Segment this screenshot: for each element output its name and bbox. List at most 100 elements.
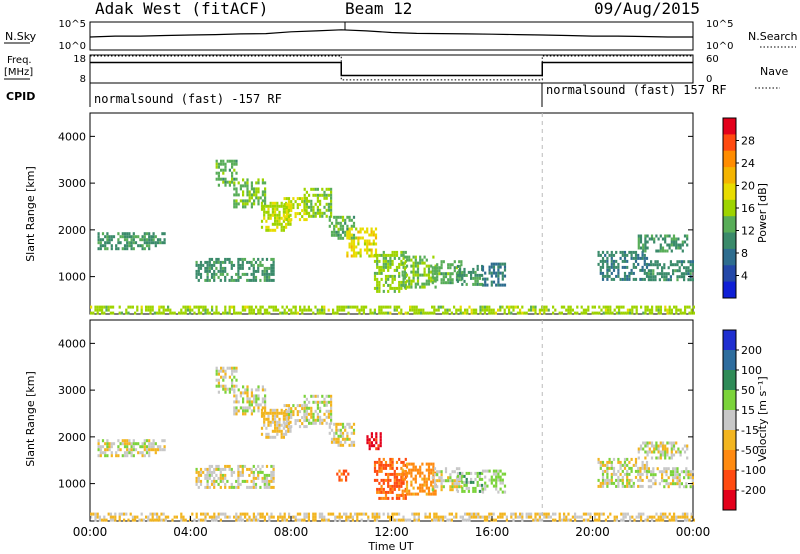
echo-cell — [150, 238, 153, 242]
echo-cell — [382, 256, 385, 260]
echo-cell — [391, 515, 394, 519]
echo-cell — [456, 270, 459, 274]
echo-cell — [497, 478, 500, 482]
echo-cell — [121, 454, 124, 458]
echo-cell — [244, 205, 247, 209]
echo-cell — [363, 230, 367, 234]
echo-cell — [606, 262, 609, 266]
echo-cell — [389, 286, 392, 290]
echo-region — [90, 512, 695, 522]
echo-cell — [221, 479, 225, 483]
echo-cell — [414, 480, 417, 484]
echo-cell — [459, 311, 462, 315]
echo-cell — [514, 515, 517, 519]
echo-cell — [274, 213, 277, 217]
echo-cell — [412, 465, 415, 469]
echo-cell — [147, 518, 150, 522]
echo-cell — [472, 270, 475, 274]
echo-cell — [270, 263, 273, 267]
echo-cell — [147, 305, 150, 309]
echo-cell — [634, 250, 638, 254]
echo-cell — [163, 241, 166, 245]
echo-cell — [99, 451, 102, 455]
echo-cell — [666, 308, 669, 312]
echo-cell — [558, 515, 561, 519]
echo-cell — [621, 478, 624, 482]
echo-cell — [252, 275, 255, 279]
echo-cell — [292, 305, 295, 309]
echo-cell — [316, 412, 319, 416]
echo-cell — [615, 478, 618, 482]
echo-cell — [476, 279, 479, 283]
echo-cell — [282, 417, 285, 421]
echo-cell — [202, 308, 205, 312]
echo-cell — [308, 205, 311, 209]
echo-cell — [148, 244, 151, 248]
echo-cell — [338, 475, 341, 479]
echo-cell — [645, 475, 649, 479]
echo-cell — [580, 515, 583, 519]
echo-cell — [228, 159, 231, 163]
echo-cell — [618, 305, 621, 309]
echo-cell — [401, 261, 404, 265]
echo-cell — [495, 283, 498, 287]
echo-cell — [239, 266, 242, 270]
echo-cell — [378, 268, 381, 272]
echo-cell — [391, 457, 394, 461]
echo-cell — [459, 264, 462, 268]
echo-cell — [657, 456, 660, 460]
echo-cell — [341, 224, 345, 228]
echo-cell — [261, 479, 264, 483]
echo-cell — [323, 418, 326, 422]
echo-cell — [112, 515, 115, 519]
echo-region — [303, 187, 333, 218]
echo-cell — [271, 210, 274, 214]
echo-cell — [276, 225, 279, 229]
echo-cell — [375, 435, 378, 439]
echo-cell — [339, 215, 342, 219]
echo-cell — [387, 481, 390, 485]
echo-cell — [398, 478, 401, 482]
echo-cell — [411, 512, 414, 516]
echo-cell — [233, 388, 236, 392]
echo-cell — [490, 271, 493, 275]
velocity-colorbar-label: Velocity [m s⁻¹] — [756, 376, 769, 461]
echo-cell — [656, 260, 659, 264]
echo-cell — [282, 228, 285, 232]
echo-cell — [294, 407, 297, 411]
echo-cell — [643, 268, 646, 272]
echo-cell — [615, 518, 618, 522]
echo-cell — [382, 487, 385, 491]
echo-cell — [666, 515, 669, 519]
echo-cell — [239, 394, 242, 398]
echo-cell — [460, 479, 463, 483]
echo-cell — [664, 305, 667, 309]
echo-cell — [421, 471, 424, 475]
echo-cell — [662, 518, 665, 522]
echo-cell — [152, 232, 155, 236]
echo-cell — [602, 512, 605, 516]
echo-cell — [264, 394, 267, 398]
echo-cell — [310, 412, 313, 416]
echo-cell — [285, 215, 288, 219]
echo-cell — [312, 394, 315, 398]
echo-cell — [268, 266, 271, 270]
echo-cell — [279, 515, 282, 519]
echo-cell — [237, 311, 240, 315]
echo-cell — [268, 479, 271, 483]
echo-cell — [237, 400, 240, 404]
echo-cell — [96, 308, 99, 312]
echo-cell — [352, 242, 356, 246]
echo-cell — [352, 224, 356, 228]
echo-cell — [333, 437, 336, 441]
echo-cell — [389, 283, 392, 287]
echo-cell — [422, 308, 425, 312]
echo-cell — [340, 305, 343, 309]
echo-cell — [97, 241, 100, 245]
echo-cell — [310, 187, 313, 191]
echo-cell — [260, 225, 264, 229]
echo-cell — [298, 425, 302, 429]
echo-cell — [352, 422, 356, 426]
echo-cell — [645, 271, 649, 275]
echo-cell — [468, 512, 471, 516]
